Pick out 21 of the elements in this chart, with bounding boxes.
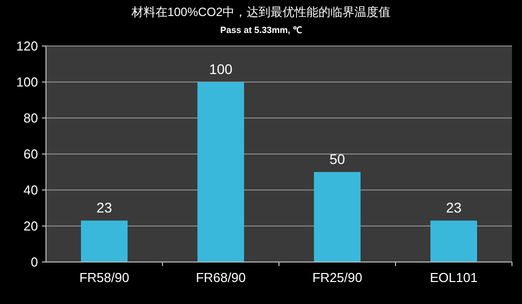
x-tick-label: FR25/90 [312, 270, 362, 285]
data-label: 100 [209, 61, 233, 77]
bar [314, 172, 361, 262]
chart-subtitle: Pass at 5.33mm, ℃ [220, 25, 302, 35]
data-label: 23 [96, 200, 112, 216]
bar [197, 82, 244, 262]
y-tick-label: 100 [16, 74, 38, 90]
bar [430, 220, 478, 262]
y-tick-label: 120 [16, 38, 38, 54]
x-tick-label: EOL101 [430, 270, 478, 285]
y-tick-label: 0 [30, 254, 38, 270]
y-tick-label: 80 [24, 110, 38, 126]
bar [80, 220, 128, 262]
x-tick-label: FR68/90 [196, 270, 246, 285]
data-label: 23 [446, 200, 462, 216]
x-tick-label: FR58/90 [79, 270, 130, 285]
y-tick-label: 60 [24, 146, 38, 162]
y-tick-label: 40 [24, 182, 38, 198]
chart-title: 材料在100%CO2中，达到最优性能的临界温度值 [130, 5, 391, 19]
y-tick-label: 20 [24, 218, 38, 234]
data-label: 50 [329, 151, 346, 167]
